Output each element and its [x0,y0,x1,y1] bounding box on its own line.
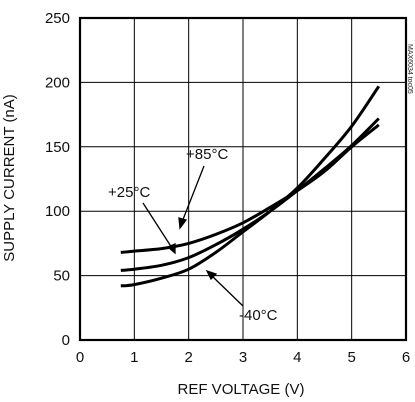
y-tick-label: 0 [62,332,70,349]
x-tick-label: 6 [402,349,410,366]
annotation-arrows [142,165,244,307]
y-tick-label: 150 [45,139,70,156]
x-axis-label: REF VOLTAGE (V) [178,381,305,398]
x-tick-labels: 0 1 2 3 4 5 6 [76,349,410,366]
grid-lines [80,18,406,340]
series-line-2 [120,85,381,288]
x-tick-label: 2 [184,349,192,366]
series-line-1 [120,117,380,272]
x-tick-label: 5 [347,349,355,366]
x-tick-label: 0 [76,349,84,366]
arrow-85c-head [178,217,188,230]
y-tick-label: 100 [45,203,70,220]
arrow-minus40c-line [211,275,244,307]
arrow-85c-line [181,165,205,223]
y-tick-labels: 0 50 100 150 200 250 [45,10,70,349]
annotation-minus40c: -40°C [239,307,278,324]
x-tick-label: 1 [130,349,138,366]
y-axis-label: SUPPLY CURRENT (nA) [1,94,18,262]
y-tick-label: 250 [45,10,70,27]
arrow-minus40c-head [205,269,218,281]
series-curves [120,85,381,288]
annotation-85c: +85°C [186,146,228,163]
x-tick-label: 4 [293,349,301,366]
series-line-0 [120,123,380,254]
y-tick-label: 200 [45,74,70,91]
annotation-25c: +25°C [108,184,150,201]
arrow-25c-head [166,243,176,255]
y-tick-label: 50 [53,268,70,285]
plot-frame [78,16,408,342]
arrow-25c-line [142,202,173,249]
chart-code-label: MAX6034 toc05 [406,44,413,94]
x-tick-label: 3 [239,349,247,366]
